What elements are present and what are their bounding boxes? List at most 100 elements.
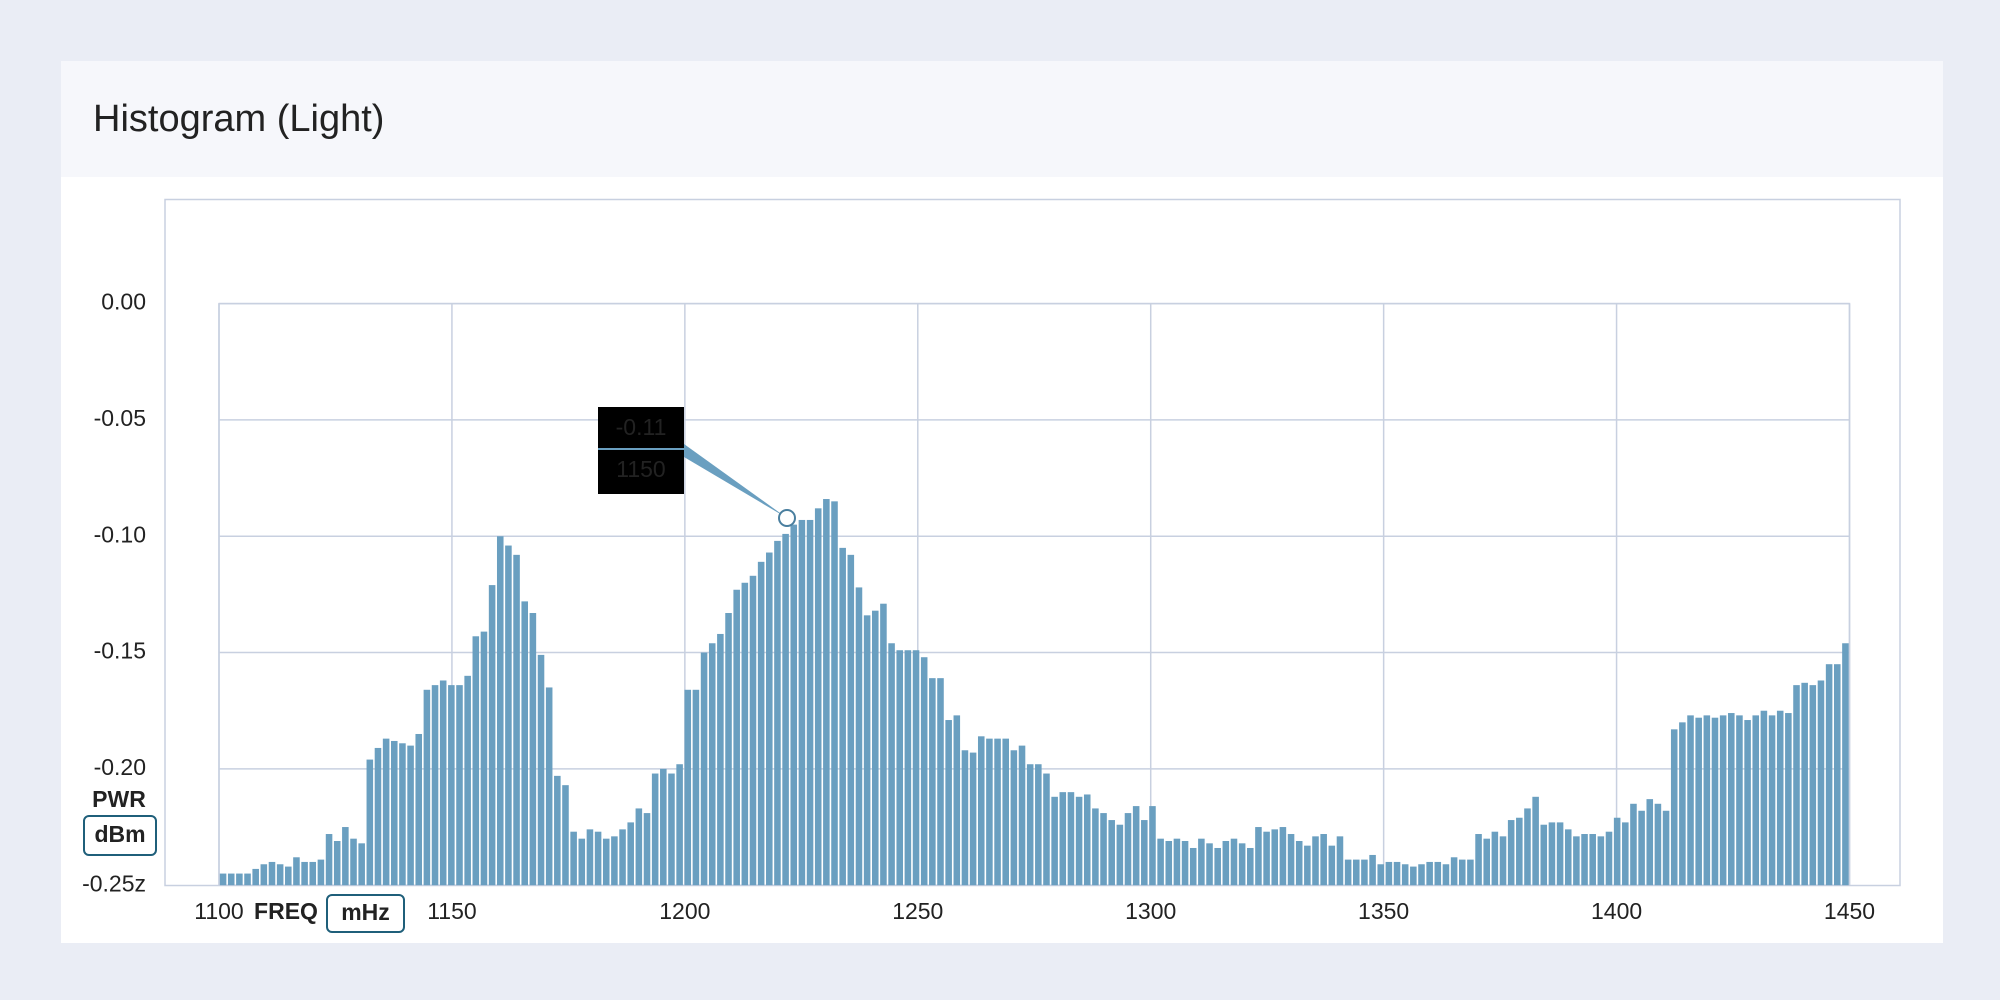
- bar: [317, 859, 325, 886]
- bar: [456, 685, 463, 886]
- bar: [1336, 836, 1344, 886]
- bar: [1198, 838, 1205, 886]
- bar: [529, 613, 537, 886]
- bar: [1426, 861, 1433, 886]
- bar: [1410, 866, 1417, 886]
- bar: [439, 680, 447, 886]
- bar: [480, 631, 488, 886]
- bar: [1581, 834, 1588, 886]
- bar: [1361, 859, 1368, 886]
- bar: [1597, 836, 1605, 886]
- y-tick-label: -0.05: [94, 405, 146, 431]
- bar: [733, 589, 740, 886]
- bar: [1483, 838, 1490, 886]
- tooltip-box: [598, 407, 684, 494]
- bar: [1369, 854, 1376, 886]
- x-tick-label: 1200: [659, 898, 710, 924]
- bar: [1589, 834, 1596, 886]
- bar: [586, 829, 594, 886]
- y-axis-label: PWR: [92, 786, 146, 812]
- bar: [937, 678, 944, 886]
- bar: [872, 610, 879, 886]
- bar: [488, 585, 496, 886]
- bar: [1141, 820, 1148, 886]
- y-tick-label: -0.10: [94, 521, 146, 547]
- bar: [309, 861, 317, 886]
- bar: [1540, 824, 1548, 886]
- bar: [1679, 722, 1686, 886]
- bar: [1662, 810, 1670, 886]
- bar: [1516, 817, 1523, 886]
- bar: [1393, 861, 1401, 886]
- bar: [391, 740, 398, 886]
- bar: [1263, 831, 1270, 886]
- bar: [725, 613, 732, 886]
- chart-title: Histogram (Light): [93, 98, 384, 140]
- bar: [1255, 827, 1262, 886]
- bar: [953, 715, 961, 886]
- bar: [268, 861, 276, 886]
- bar: [366, 759, 374, 886]
- bar: [325, 834, 333, 886]
- bar: [1377, 864, 1385, 886]
- bar: [342, 827, 349, 886]
- bar: [1002, 738, 1009, 886]
- bar: [1043, 773, 1050, 886]
- bar: [904, 650, 912, 886]
- bar: [1801, 682, 1808, 886]
- bar: [1744, 720, 1751, 886]
- bar: [1605, 831, 1613, 886]
- bar: [1092, 808, 1099, 886]
- bar: [1785, 713, 1792, 886]
- bar: [1776, 710, 1784, 886]
- bar: [1157, 838, 1164, 886]
- bar: [1320, 834, 1327, 886]
- bar: [627, 822, 634, 886]
- bar: [814, 508, 822, 886]
- bar: [1214, 847, 1221, 886]
- bar: [1630, 803, 1637, 886]
- bars: [219, 499, 1849, 886]
- bar: [472, 636, 480, 886]
- bar: [1670, 729, 1678, 886]
- bar: [1442, 864, 1450, 886]
- bar: [1075, 796, 1083, 886]
- bar: [1247, 847, 1254, 886]
- bar: [1230, 838, 1238, 886]
- bar: [1695, 717, 1702, 886]
- bar: [961, 750, 969, 886]
- bar: [1687, 715, 1694, 886]
- bar: [1768, 715, 1776, 886]
- bar: [1817, 680, 1825, 886]
- bar: [1328, 845, 1336, 886]
- bar: [602, 838, 610, 886]
- bar: [741, 582, 749, 886]
- x-tick-label: 1150: [427, 898, 476, 924]
- bar: [977, 736, 985, 886]
- bar: [969, 752, 977, 886]
- bar: [260, 864, 268, 886]
- bar: [1010, 750, 1018, 886]
- x-tick-label: 1250: [892, 898, 943, 924]
- bar: [635, 808, 643, 886]
- y-tick-label: 0.00: [101, 289, 146, 315]
- bar: [358, 843, 365, 886]
- bar: [570, 831, 577, 886]
- bar: [415, 733, 423, 886]
- bar: [1401, 864, 1409, 886]
- bar: [562, 785, 569, 886]
- bar: [1654, 803, 1662, 886]
- bar: [1035, 764, 1042, 886]
- bar: [1499, 836, 1507, 886]
- bar: [1173, 838, 1181, 886]
- bar: [1703, 715, 1711, 886]
- bar: [407, 745, 414, 886]
- tooltip-pointer: [684, 444, 787, 518]
- y-unit-box: [83, 815, 157, 856]
- bar: [1622, 822, 1629, 886]
- bar: [757, 561, 765, 886]
- bar: [1532, 796, 1539, 886]
- bar: [333, 840, 341, 886]
- bar: [1279, 827, 1287, 886]
- bar: [1450, 857, 1458, 886]
